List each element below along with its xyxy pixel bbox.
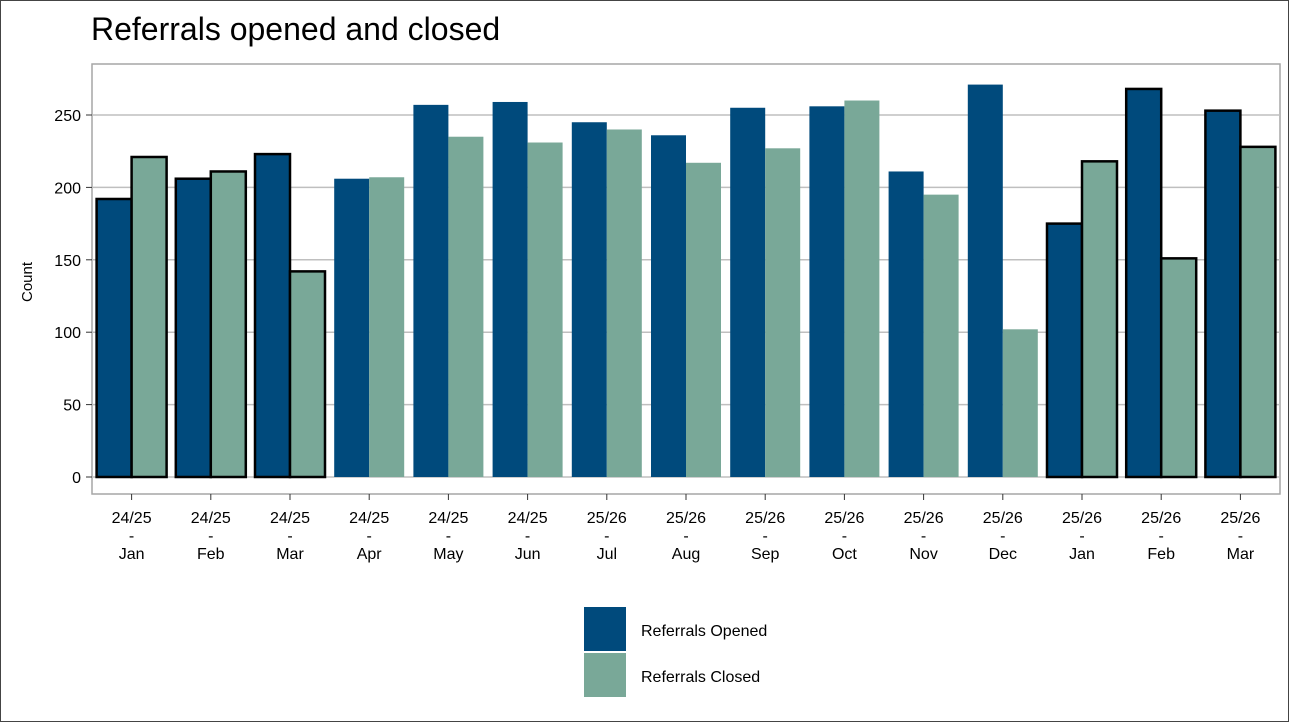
y-tick-label: 100 [54, 325, 81, 342]
y-tick-label: 200 [54, 180, 81, 197]
y-tick-label: 50 [63, 398, 81, 415]
y-tick-label: 150 [54, 253, 81, 270]
bar-closed [1159, 257, 1198, 479]
x-tick-label: 25/26 -Sep [745, 510, 785, 563]
x-tick-label: 24/25 -Jan [112, 510, 152, 563]
x-axis: 24/25 -Jan 24/25 -Feb 24/25 -Mar 24/25 -Apr 24/2… [112, 494, 1261, 563]
bar-closed [288, 270, 327, 479]
bar-opened [651, 135, 686, 477]
legend-swatch-opened [584, 607, 626, 651]
legend-swatch-closed [584, 653, 626, 697]
x-tick-label: 24/25 -Apr [349, 510, 389, 563]
bar-closed [844, 100, 880, 478]
x-tick-label: 25/26 -Jan [1062, 510, 1102, 563]
bar-opened [967, 84, 1003, 477]
bar-opened [334, 178, 370, 477]
x-tick-label: 25/26 -Nov [904, 510, 944, 563]
bar-opened [95, 197, 133, 479]
bar-opened [1204, 109, 1242, 479]
x-tick-label: 25/26 -Feb [1141, 510, 1181, 563]
chart-title: Referrals opened and closed [91, 11, 501, 47]
bar-closed [130, 155, 168, 479]
bar-closed [606, 129, 642, 478]
x-tick-label: 25/26 -Aug [666, 510, 706, 563]
y-axis: 0 50 100 150 200 250 [54, 108, 92, 487]
x-tick-label: 25/26 -Mar [1220, 510, 1260, 563]
y-tick-label: 0 [72, 470, 81, 487]
bar-closed [527, 142, 563, 477]
x-tick-label: 25/26 -Jul [587, 510, 627, 563]
bar-opened [809, 106, 845, 477]
bar-opened [571, 122, 607, 478]
x-tick-label: 25/26 -Dec [983, 510, 1023, 563]
bars [95, 84, 1277, 479]
legend: Referrals Opened Referrals Closed [584, 607, 767, 697]
bar-closed [1002, 329, 1038, 477]
bar-closed [1080, 160, 1119, 479]
bar-opened [174, 177, 213, 479]
bar-closed [686, 162, 721, 477]
bar-opened [1045, 222, 1084, 479]
x-tick-label: 25/26 -Oct [824, 510, 864, 563]
bar-opened [492, 101, 528, 477]
y-tick-label: 250 [54, 108, 81, 125]
bar-closed [1239, 145, 1277, 479]
legend-label-closed: Referrals Closed [641, 669, 760, 686]
x-tick-label: 24/25 -Mar [270, 510, 310, 563]
y-axis-title: Count [19, 261, 36, 302]
bar-opened [730, 107, 766, 477]
bar-closed [448, 136, 484, 477]
bar-opened [413, 104, 449, 477]
bar-opened [253, 152, 292, 479]
bar-closed [209, 170, 248, 479]
bar-opened [1124, 87, 1163, 479]
bar-opened [888, 171, 924, 478]
x-tick-label: 24/25 -Feb [191, 510, 231, 563]
bar-closed [765, 148, 801, 477]
bar-closed [369, 177, 405, 477]
x-tick-label: 24/25 -Jun [508, 510, 548, 563]
bar-closed [923, 194, 959, 477]
x-tick-label: 24/25 -May [428, 510, 468, 563]
legend-label-opened: Referrals Opened [641, 623, 767, 640]
